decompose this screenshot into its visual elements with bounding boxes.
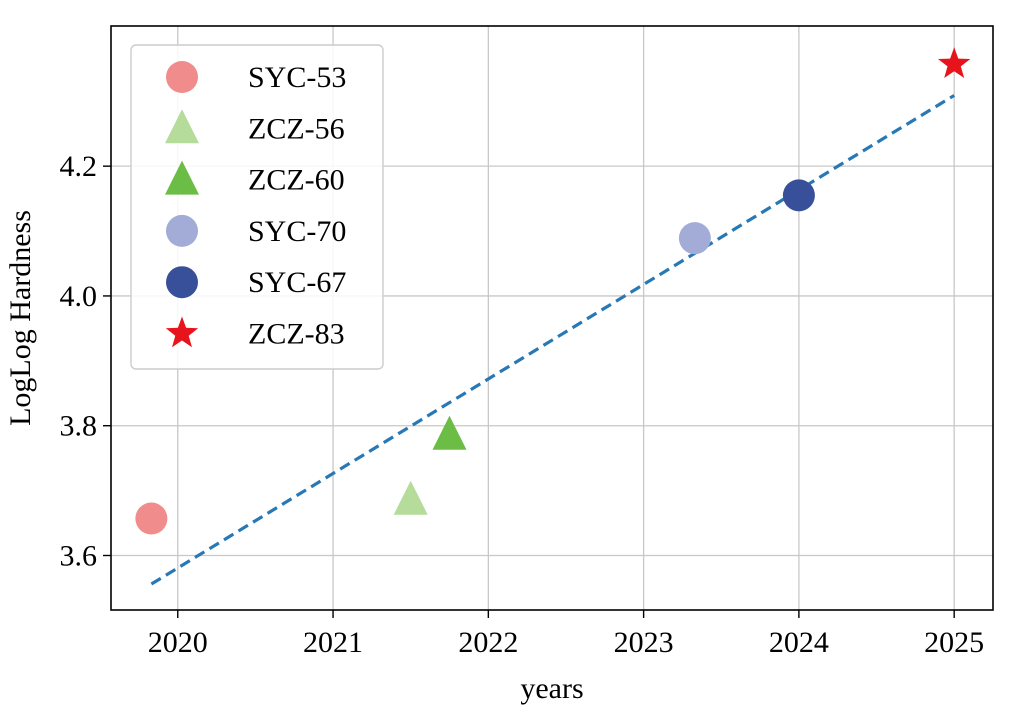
legend-label-syc-53: SYC-53 [248,61,346,94]
x-tick-label: 2022 [458,626,518,659]
trend-line-group [150,94,956,586]
axis-ticks: 2020 2021 2022 2023 2024 2025 3.6 3.8 4.0 4.2 [60,150,985,659]
y-tick-label: 3.6 [60,539,98,572]
legend-marker-syc-67 [166,266,198,299]
data-point-zcz-56 [393,480,428,515]
data-points [135,47,971,535]
legend-label-zcz-60: ZCZ-60 [248,164,345,197]
x-tick-label: 2024 [769,626,829,659]
y-tick-label: 4.2 [60,150,98,183]
data-point-syc-53 [135,502,168,535]
legend-marker-zcz-83 [165,316,199,348]
x-tick-label: 2020 [148,626,208,659]
data-point-zcz-83 [938,47,971,78]
legend: SYC-53 ZCZ-56 ZCZ-60 SYC-70 SYC-67 ZCZ-83 [130,44,384,370]
legend-marker-syc-70 [166,214,198,247]
data-point-syc-67 [782,179,815,212]
x-axis-title: years [520,672,583,705]
trend-line [150,94,956,586]
legend-label-zcz-83: ZCZ-83 [248,318,345,351]
data-point-zcz-60 [432,415,467,450]
legend-marker-syc-53 [166,61,198,93]
legend-marker-zcz-56 [165,109,199,144]
x-tick-label: 2021 [303,626,363,659]
legend-label-zcz-56: ZCZ-56 [248,112,345,145]
y-tick-label: 3.8 [60,410,98,443]
data-point-syc-70 [678,222,711,255]
y-tick-label: 4.0 [60,280,98,313]
legend-marker-zcz-60 [165,160,199,195]
x-tick-label: 2023 [614,626,674,659]
y-axis-title: LogLog Hardness [4,210,37,426]
plot-frame [110,25,994,611]
x-tick-label: 2025 [924,626,984,659]
legend-label-syc-67: SYC-67 [248,266,346,299]
legend-label-syc-70: SYC-70 [248,215,346,248]
